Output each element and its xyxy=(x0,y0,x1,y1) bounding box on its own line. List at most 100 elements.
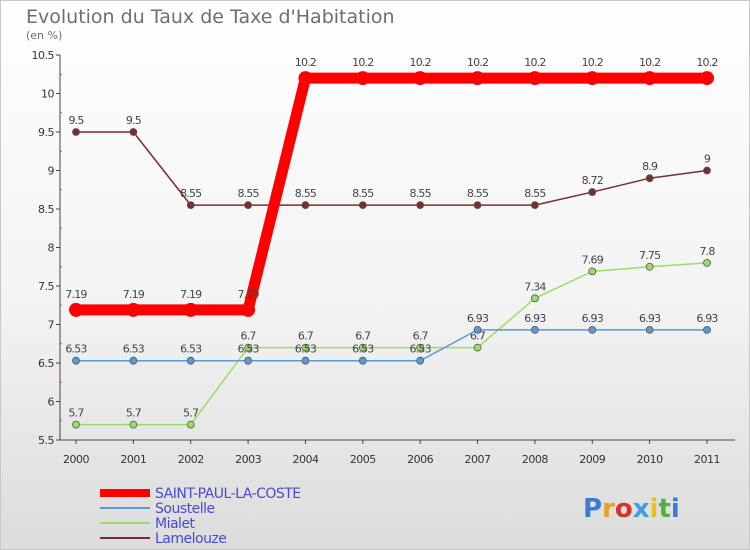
data-label: 8.55 xyxy=(352,187,374,200)
data-label: 10.2 xyxy=(639,56,660,69)
data-label: 6.53 xyxy=(123,343,145,356)
data-label: 8.72 xyxy=(582,174,603,187)
data-point xyxy=(413,71,428,86)
data-label: 9.5 xyxy=(68,114,84,127)
data-label: 6.93 xyxy=(524,312,546,325)
data-point xyxy=(298,71,313,86)
data-point xyxy=(531,201,539,210)
data-point xyxy=(527,71,542,86)
data-label: 5.7 xyxy=(183,407,199,420)
data-label: 8.9 xyxy=(642,160,658,173)
data-point xyxy=(531,325,539,334)
y-tick-label: 10.5 xyxy=(32,49,55,62)
data-point xyxy=(186,201,195,210)
data-label: 10.2 xyxy=(696,56,717,69)
data-label: 9 xyxy=(704,153,711,166)
data-point xyxy=(72,356,80,365)
x-tick-label: 2002 xyxy=(178,453,204,466)
data-point xyxy=(301,356,310,365)
data-point xyxy=(700,71,714,86)
data-label: 6.53 xyxy=(352,343,374,356)
data-label: 5.7 xyxy=(126,407,142,420)
logo-letter: o xyxy=(615,494,633,524)
legend-label: Mialet xyxy=(155,516,196,532)
data-point xyxy=(703,166,711,175)
x-tick-label: 2007 xyxy=(465,453,491,466)
data-label: 6.7 xyxy=(241,330,257,343)
data-label: 6.7 xyxy=(470,330,486,343)
data-label: 6.53 xyxy=(180,343,202,356)
data-label: 7.69 xyxy=(582,253,604,266)
data-point xyxy=(588,325,597,334)
data-label: 8.55 xyxy=(524,187,546,200)
data-label: 9.5 xyxy=(126,114,142,127)
data-label: 6.7 xyxy=(298,330,314,343)
data-point xyxy=(358,343,367,352)
y-tick-label: 6.5 xyxy=(38,357,54,370)
data-label: 10.2 xyxy=(410,56,431,69)
data-label: 10.2 xyxy=(582,56,603,69)
data-point xyxy=(358,356,367,365)
data-label: 8.55 xyxy=(467,187,489,200)
data-label: 7.75 xyxy=(639,249,661,262)
y-tick-label: 6 xyxy=(48,396,55,409)
data-label: 8.55 xyxy=(410,187,432,200)
data-label: 5.7 xyxy=(68,407,84,420)
data-label: 10.2 xyxy=(524,56,545,69)
logo-letter: i xyxy=(650,494,659,524)
data-label: 10.2 xyxy=(467,56,488,69)
data-point xyxy=(531,294,539,303)
data-point xyxy=(585,71,600,86)
logo-letter: P xyxy=(583,494,602,524)
logo-letter: r xyxy=(602,494,615,524)
data-point xyxy=(129,420,138,429)
data-label: 6.7 xyxy=(413,330,429,343)
data-point xyxy=(126,302,141,317)
x-tick-label: 2004 xyxy=(292,453,318,466)
data-label: 7.19 xyxy=(237,288,259,301)
data-point xyxy=(416,201,425,210)
y-tick-label: 7.5 xyxy=(38,280,54,293)
x-tick-label: 2003 xyxy=(235,453,261,466)
series-line-soustelle xyxy=(76,329,707,362)
x-tick-label: 2006 xyxy=(407,453,433,466)
data-label: 6.93 xyxy=(696,312,718,325)
y-tick-label: 8 xyxy=(48,242,55,255)
data-point xyxy=(645,262,654,271)
legend-label: SAINT-PAUL-LA-COSTE xyxy=(155,486,301,502)
x-tick-label: 2011 xyxy=(694,453,720,466)
series-line-lamelouze xyxy=(76,131,708,206)
data-label: 6.93 xyxy=(582,312,604,325)
data-label: 7.19 xyxy=(180,288,202,301)
data-point xyxy=(244,343,252,352)
logo-letter: x xyxy=(633,494,650,524)
data-point xyxy=(244,356,252,365)
data-point xyxy=(473,343,482,352)
data-label: 6.93 xyxy=(639,312,661,325)
data-point xyxy=(588,188,597,196)
data-label: 7.19 xyxy=(65,288,87,301)
data-point xyxy=(129,356,138,365)
data-point xyxy=(241,302,256,317)
data-point xyxy=(416,343,425,352)
data-point xyxy=(301,201,310,210)
legend-label: Soustelle xyxy=(155,501,215,517)
data-point xyxy=(645,325,654,334)
y-tick-label: 7 xyxy=(48,319,55,332)
data-label: 6.93 xyxy=(467,312,489,325)
series-line-saint-paul-la-coste xyxy=(76,72,707,316)
x-tick-label: 2008 xyxy=(522,453,548,466)
x-tick-label: 2010 xyxy=(637,453,663,466)
x-tick-label: 2009 xyxy=(579,453,605,466)
data-label: 7.8 xyxy=(699,245,715,258)
chart-title: Evolution du Taux de Taxe d'Habitation xyxy=(26,6,395,28)
series-line-mialet xyxy=(76,262,708,426)
data-label: 10.2 xyxy=(352,56,373,69)
data-label: 7.19 xyxy=(123,288,145,301)
data-label: 10.2 xyxy=(295,56,316,69)
data-point xyxy=(473,201,482,210)
data-point xyxy=(355,71,370,86)
data-label: 7.34 xyxy=(524,280,546,293)
data-label: 6.53 xyxy=(237,343,259,356)
